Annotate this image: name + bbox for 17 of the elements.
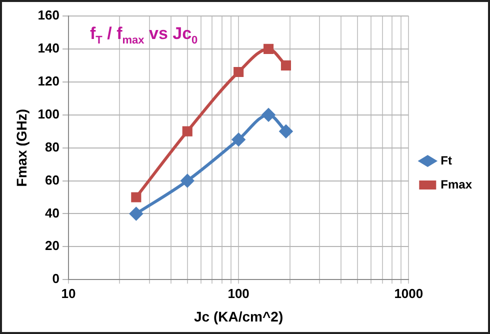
legend-label: Ft	[440, 153, 452, 168]
x-tick-label: 1000	[394, 286, 424, 301]
x-tick-label: 10	[61, 286, 76, 301]
y-tick-label: 140	[38, 40, 60, 56]
y-tick-label: 100	[38, 106, 60, 122]
y-tick-label: 80	[45, 139, 60, 154]
y-tick-label: 40	[45, 205, 60, 220]
y-tick-label: 0	[52, 271, 60, 286]
x-tick-label: 100	[228, 286, 250, 301]
y-tick-label: 160	[38, 8, 60, 23]
y-tick-label: 120	[38, 73, 60, 88]
y-tick-label: 60	[45, 172, 60, 188]
y-tick-label: 20	[45, 238, 60, 254]
text: f$_{T}$ / f$_{max}$ vs Jc$_{0}$	[90, 24, 198, 46]
x-axis-title: Jc (KA/cm^2)	[194, 308, 284, 324]
legend-label: Fmax	[440, 177, 472, 192]
y-axis-title: Fmax (GHz)	[13, 108, 30, 187]
